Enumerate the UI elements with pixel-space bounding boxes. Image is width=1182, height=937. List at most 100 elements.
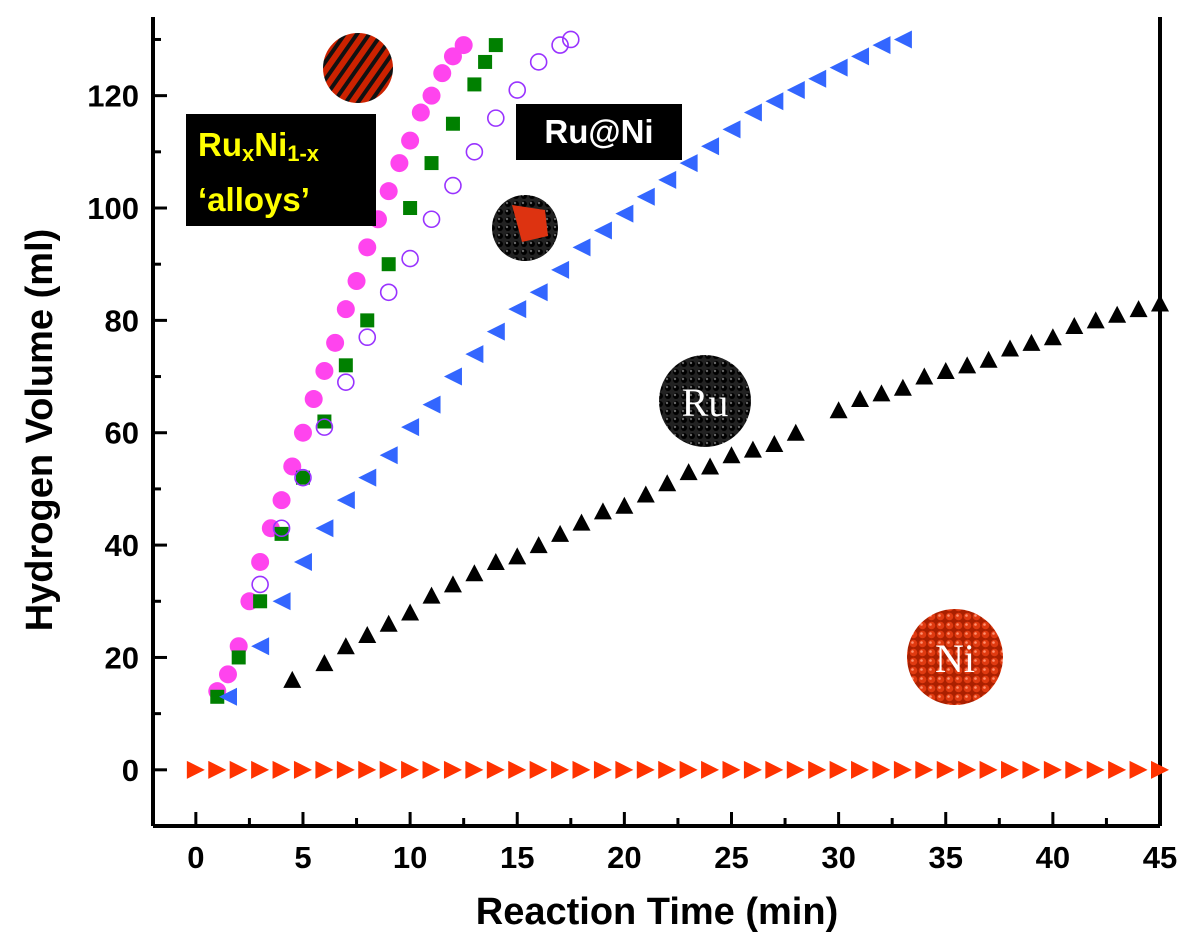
x-tick-label: 20 [607, 840, 641, 875]
data-point [336, 491, 355, 510]
data-point [478, 54, 493, 69]
data-point [701, 760, 720, 779]
data-point [615, 204, 634, 223]
x-tick-label: 10 [393, 840, 427, 875]
alloy-particle-image [323, 33, 393, 103]
data-point [411, 103, 430, 122]
data-point [315, 760, 334, 779]
data-point [422, 760, 441, 779]
data-point [358, 760, 377, 779]
x-tick-label: 40 [1036, 840, 1070, 875]
data-point [401, 603, 420, 621]
data-point [210, 689, 225, 704]
data-point [658, 474, 677, 492]
series-1 [210, 38, 503, 704]
data-point [743, 440, 762, 458]
data-point [272, 760, 291, 779]
data-point [893, 30, 912, 49]
data-point [808, 69, 827, 88]
data-point [679, 463, 698, 481]
data-point [1001, 760, 1020, 779]
data-point [454, 36, 473, 55]
nanoparticle-images: Ru Ni [323, 33, 1003, 705]
x-tick-label: 25 [714, 840, 748, 875]
alloy-1-x-subscript: 1-x [287, 141, 320, 166]
data-point [347, 272, 366, 291]
alloy-annotation: RuxNi1-x ‘alloys’ [186, 114, 376, 226]
data-point [401, 418, 420, 437]
data-point [851, 760, 870, 779]
data-point [551, 36, 569, 54]
data-point [304, 390, 323, 409]
data-point [743, 760, 762, 779]
y-axis-label: Hydrogen Volume (ml) [19, 229, 61, 632]
data-point [1086, 760, 1105, 779]
data-point [1129, 300, 1148, 318]
data-point [295, 470, 310, 485]
data-point [979, 350, 998, 368]
data-point [315, 519, 334, 538]
data-point [251, 637, 270, 656]
data-point [315, 654, 334, 672]
data-point [390, 154, 409, 173]
data-point [337, 373, 355, 391]
data-point [872, 384, 891, 402]
data-point [636, 187, 655, 206]
data-point [851, 390, 870, 408]
core-shell-particle-image [492, 195, 558, 261]
data-point [293, 423, 312, 442]
data-point [253, 594, 268, 609]
data-point [1043, 328, 1062, 346]
data-point [508, 760, 527, 779]
tick-labels: 0 5 10 15 20 25 30 35 40 45 0 20 40 60 80 100 120 [87, 79, 1177, 875]
data-point [358, 238, 377, 257]
data-point [317, 414, 332, 429]
data-point [915, 367, 934, 385]
data-point [272, 519, 291, 538]
data-point [443, 47, 462, 66]
data-point [401, 760, 420, 779]
data-point [872, 760, 891, 779]
data-point [433, 64, 452, 83]
data-point [336, 760, 355, 779]
data-point [593, 502, 612, 520]
y-tick-label: 100 [87, 191, 139, 226]
data-point [551, 760, 570, 779]
x-axis-label: Reaction Time (min) [476, 891, 838, 933]
data-point [272, 491, 291, 510]
data-point [529, 53, 548, 71]
data-point [422, 210, 441, 229]
data-point [326, 333, 345, 352]
data-point [445, 116, 460, 131]
data-point [936, 361, 955, 379]
data-point [379, 760, 398, 779]
x-tick-label: 45 [1143, 840, 1177, 875]
data-point [529, 760, 548, 779]
data-point [465, 760, 484, 779]
data-point [979, 760, 998, 779]
x-tick-label: 5 [294, 840, 311, 875]
alloy-ni-text: Ni [254, 126, 288, 163]
data-point [488, 38, 503, 53]
data-point [443, 575, 462, 593]
data-point [593, 221, 612, 240]
data-point [593, 760, 612, 779]
data-point [786, 760, 805, 779]
ru-particle-image: Ru [659, 355, 751, 447]
data-point [487, 109, 505, 127]
y-tick-label: 40 [105, 528, 139, 563]
data-point [765, 760, 784, 779]
axis-ticks [153, 37, 1162, 828]
y-tick-label: 80 [105, 303, 139, 338]
data-point [508, 300, 527, 319]
data-point [529, 283, 548, 302]
data-point [401, 131, 420, 150]
data-point [786, 423, 805, 441]
data-point [829, 401, 848, 419]
data-point [722, 446, 741, 464]
data-point [508, 547, 527, 565]
data-point [615, 760, 634, 779]
data-point [229, 760, 248, 779]
data-point [358, 625, 377, 643]
